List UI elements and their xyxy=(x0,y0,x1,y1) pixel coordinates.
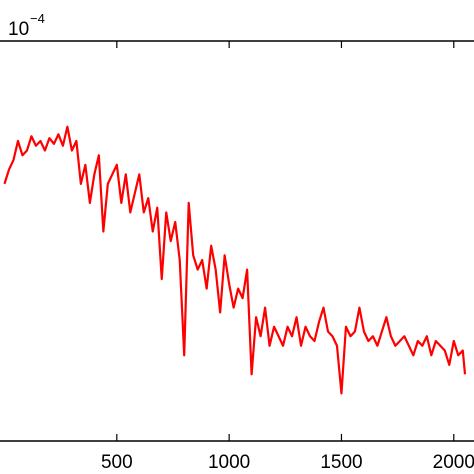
exponent-power: −4 xyxy=(30,11,45,26)
x-tick-label-1500: 1500 xyxy=(320,452,362,473)
series-line-0 xyxy=(3,125,467,395)
exponent-base: 10 xyxy=(8,19,29,40)
y-exponent-label: 10 −4 xyxy=(8,11,45,40)
series-layer xyxy=(3,125,467,395)
plot-area: 500 1000 1500 2000 xyxy=(0,40,474,473)
x-tick-label-500: 500 xyxy=(101,452,133,473)
tick-layer: 500 1000 1500 2000 xyxy=(101,41,474,473)
x-tick-label-2000: 2000 xyxy=(433,452,474,473)
x-tick-label-1000: 1000 xyxy=(208,452,250,473)
